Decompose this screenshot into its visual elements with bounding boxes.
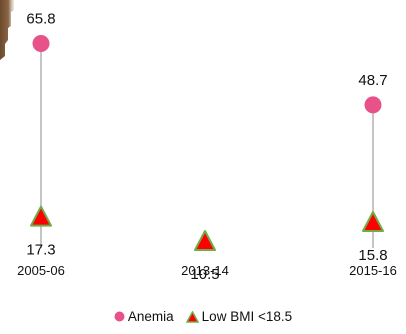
- low-bmi-point-2013-14: [194, 230, 216, 251]
- legend-entry-low-bmi: Low BMI <18.5: [185, 309, 293, 324]
- legend-entry-anemia: Anemia: [114, 309, 174, 324]
- x-tick-label-2013-14: 2013-14: [181, 263, 229, 278]
- low-bmi-value-label-2013-14: 10.5: [190, 266, 219, 283]
- low-bmi-value-label-2005-06: 17.3: [26, 242, 55, 259]
- anemia-value-label-2015-16: 48.7: [358, 72, 387, 89]
- anemia-value-label-2005-06: 65.8: [26, 10, 55, 27]
- x-tick-label-2015-16: 2015-16: [349, 263, 397, 278]
- legend: Anemia Low BMI <18.5: [0, 309, 406, 324]
- legend-label-anemia: Anemia: [127, 309, 174, 324]
- data-marks: [30, 34, 384, 251]
- x-tick-label-2005-06: 2005-06: [17, 263, 65, 278]
- low-bmi-value-label-2015-16: 15.8: [358, 247, 387, 264]
- corner-decoration: [0, 0, 14, 60]
- legend-label-low-bmi: Low BMI <18.5: [201, 309, 293, 324]
- low-bmi-point-2005-06: [30, 205, 52, 227]
- legend-circle-icon: [114, 311, 125, 322]
- connector-lines: [40, 43, 374, 248]
- legend-triangle-icon: [185, 310, 199, 323]
- anemia-point-2015-16: [364, 96, 382, 114]
- low-bmi-point-2015-16: [362, 210, 384, 232]
- x-axis-tick-labels: 2005-06 2013-14 2015-16: [17, 263, 397, 278]
- anemia-point-2005-06: [32, 34, 50, 52]
- value-labels: 65.8 17.3 10.5 48.7 15.8: [26, 10, 387, 283]
